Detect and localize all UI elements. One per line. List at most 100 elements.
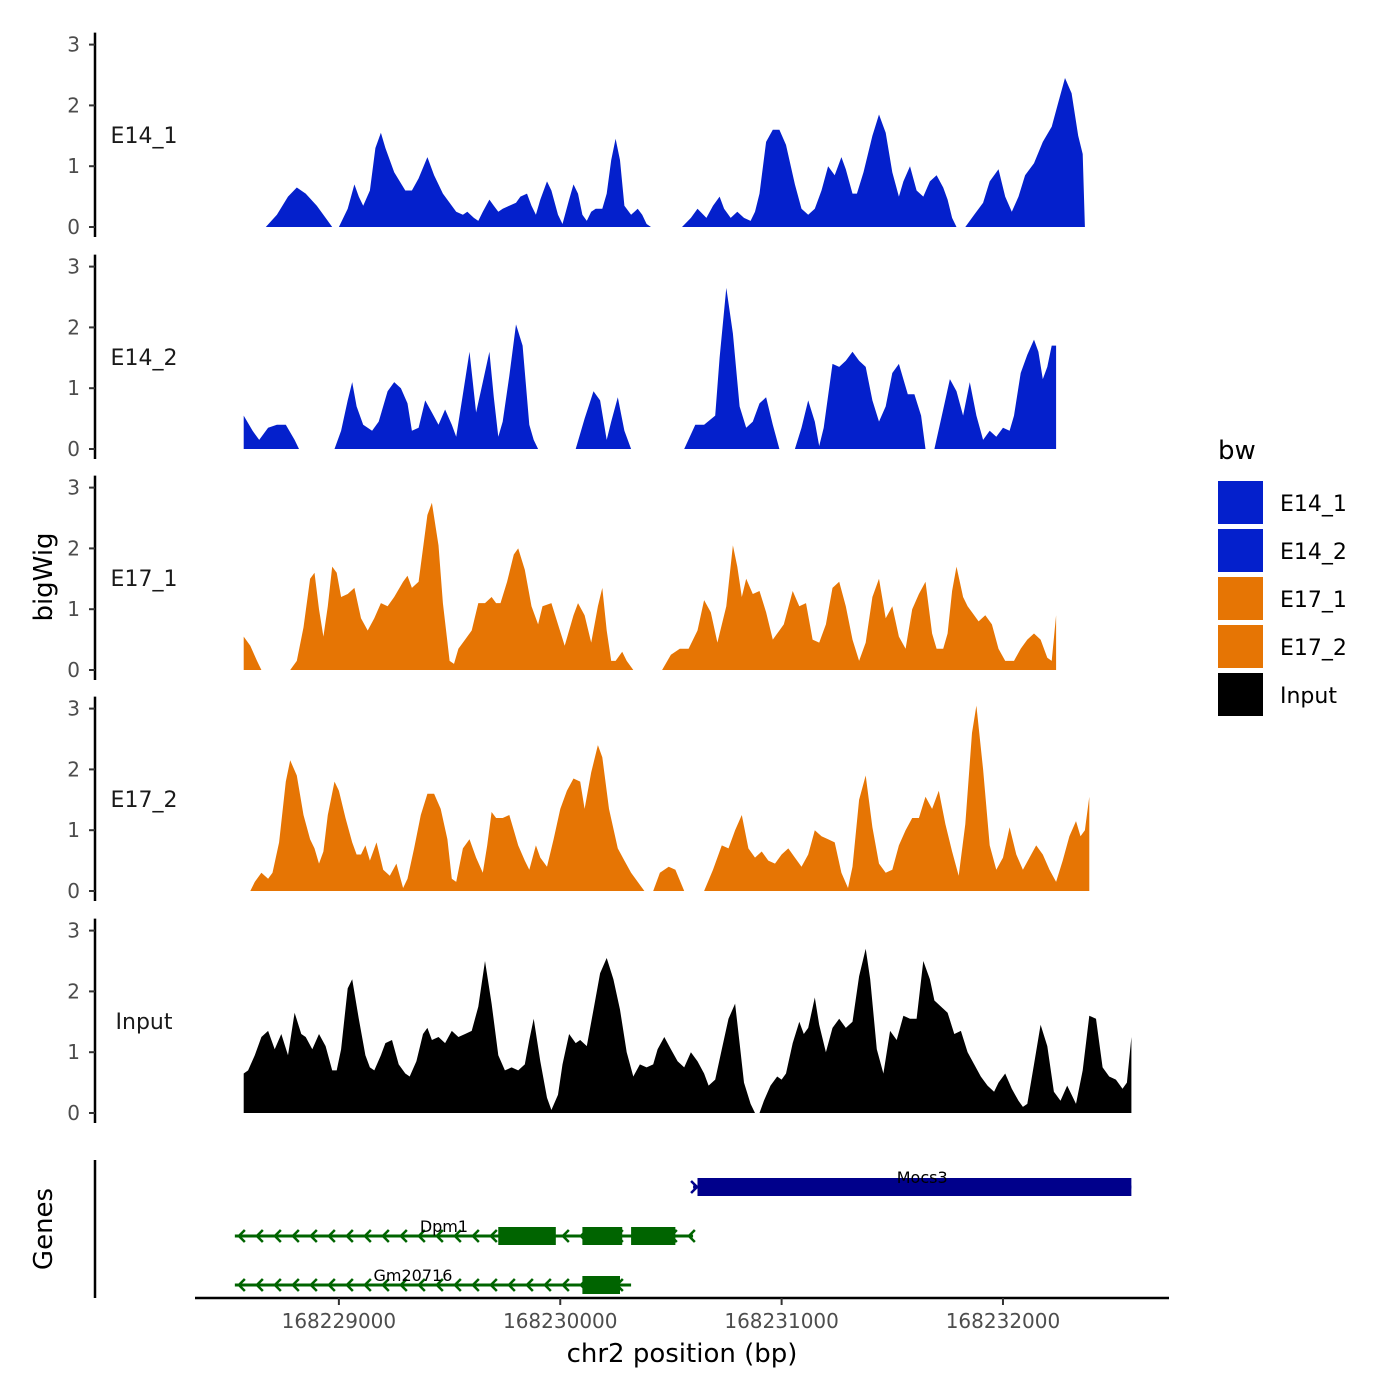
strand-chevron <box>435 1278 444 1292</box>
y-tick-label: 0 <box>67 658 80 682</box>
strand-chevron <box>561 1229 570 1243</box>
signal-area-input-1 <box>243 958 755 1113</box>
y-tick-label: 1 <box>67 818 80 842</box>
gene-track: Mocs3 Dpm1 Gm20716 <box>93 1160 1132 1298</box>
gene-exon <box>631 1227 676 1245</box>
gene-mocs3: Mocs3 <box>690 1168 1132 1196</box>
strand-chevron <box>237 1278 246 1292</box>
strand-chevron <box>255 1278 264 1292</box>
signal-area-e14-2-4 <box>684 287 780 449</box>
signal-area-e14-1-1 <box>265 187 333 227</box>
strand-chevron <box>291 1229 300 1243</box>
y-tick-label: 0 <box>67 437 80 461</box>
signal-area-e14-2-5 <box>794 351 926 449</box>
x-tick-label: 168231000 <box>724 1309 839 1333</box>
y-tick-label: 2 <box>67 93 80 117</box>
track-label-e17-2: E17_2 <box>111 788 178 813</box>
track-label-e17-1: E17_1 <box>111 567 178 592</box>
legend-label-input: Input <box>1280 684 1337 709</box>
y-tick-label: 3 <box>67 33 80 57</box>
signal-area-e14-1-2 <box>338 132 651 227</box>
strand-chevron <box>690 1180 699 1194</box>
strand-chevron <box>237 1229 246 1243</box>
strand-chevron <box>417 1278 426 1292</box>
strand-chevron <box>309 1229 318 1243</box>
strand-chevron <box>381 1278 390 1292</box>
strand-chevron <box>417 1229 426 1243</box>
legend-label-e17-2: E17_2 <box>1280 636 1347 661</box>
signal-area-e14-2-3 <box>575 391 632 449</box>
y-tick-label: 2 <box>67 536 80 560</box>
gene-exon <box>582 1276 621 1294</box>
strand-chevron <box>309 1278 318 1292</box>
legend-swatch-e17-1 <box>1218 577 1263 620</box>
x-tick-label: 168232000 <box>946 1309 1061 1333</box>
strand-chevron <box>399 1278 408 1292</box>
signal-area-e14-2-1 <box>243 415 299 449</box>
signal-area-e17-2-2 <box>653 866 685 891</box>
strand-chevron <box>273 1229 282 1243</box>
strand-chevron <box>363 1229 372 1243</box>
strand-chevron <box>345 1229 354 1243</box>
strand-chevron <box>435 1229 444 1243</box>
strand-chevron <box>453 1278 462 1292</box>
x-tick-label: 168229000 <box>282 1309 397 1333</box>
y-tick-label: 3 <box>67 255 80 279</box>
strand-chevron <box>345 1278 354 1292</box>
y-tick-label: 2 <box>67 315 80 339</box>
y-tick-label: 1 <box>67 154 80 178</box>
strand-chevron <box>471 1229 480 1243</box>
y-tick-label: 0 <box>67 1101 80 1125</box>
strand-chevron <box>543 1278 552 1292</box>
strand-chevron <box>363 1278 372 1292</box>
legend-swatch-e17-2 <box>1218 625 1263 668</box>
strand-chevron <box>381 1229 390 1243</box>
y-tick-label: 2 <box>67 979 80 1003</box>
legend-label-e17-1: E17_1 <box>1280 588 1347 613</box>
gene-label-gm20716: Gm20716 <box>374 1266 453 1285</box>
legend-swatch-e14-2 <box>1218 529 1263 572</box>
gene-gm20716: Gm20716 <box>234 1266 632 1294</box>
track-label-e14-2: E14_2 <box>111 346 178 371</box>
track-panel-e14-1: 0 1 2 3 E14_1 <box>67 32 1085 239</box>
y-tick-label: 0 <box>67 215 80 239</box>
signal-area-e14-2-6 <box>934 339 1057 449</box>
legend-title: bw <box>1218 436 1256 466</box>
gene-exon <box>697 1178 1132 1196</box>
y-tick-label: 1 <box>67 597 80 621</box>
signal-area-e14-2-2 <box>334 324 539 449</box>
strand-chevron <box>489 1229 498 1243</box>
y-tick-label: 3 <box>67 697 80 721</box>
track-label-input: Input <box>116 1010 173 1035</box>
x-axis: 168229000 168230000 168231000 168232000 <box>195 1296 1169 1333</box>
strand-chevron <box>291 1278 300 1292</box>
y-tick-label: 2 <box>67 757 80 781</box>
strand-chevron <box>327 1229 336 1243</box>
strand-chevron <box>453 1229 462 1243</box>
signal-area-e17-1-1 <box>243 636 262 670</box>
strand-chevron <box>561 1278 570 1292</box>
strand-chevron <box>273 1278 282 1292</box>
signal-area-e17-2-3 <box>704 705 1090 891</box>
legend-label-e14-1: E14_1 <box>1280 492 1347 517</box>
signal-area-e14-1-3 <box>682 114 957 227</box>
track-label-e14-1: E14_1 <box>111 124 178 149</box>
strand-chevron <box>687 1229 696 1243</box>
y-tick-label: 3 <box>67 476 80 500</box>
track-panel-e14-2: 0 1 2 3 E14_2 <box>67 254 1057 461</box>
gene-label-mocs3: Mocs3 <box>897 1168 948 1187</box>
strand-chevron <box>525 1278 534 1292</box>
x-tick-label: 168230000 <box>503 1309 618 1333</box>
y-tick-label: 3 <box>67 919 80 943</box>
legend-swatch-input <box>1218 673 1263 716</box>
strand-chevron <box>327 1278 336 1292</box>
y-tick-label: 0 <box>67 879 80 903</box>
strand-chevron <box>507 1278 516 1292</box>
gene-exon <box>582 1227 623 1245</box>
y-tick-label: 1 <box>67 376 80 400</box>
legend-swatch-e14-1 <box>1218 481 1263 524</box>
track-panel-input: 0 1 2 3 Input <box>67 918 1132 1125</box>
gene-label-dpm1: Dpm1 <box>420 1217 468 1236</box>
signal-area-input-2 <box>759 948 1132 1113</box>
